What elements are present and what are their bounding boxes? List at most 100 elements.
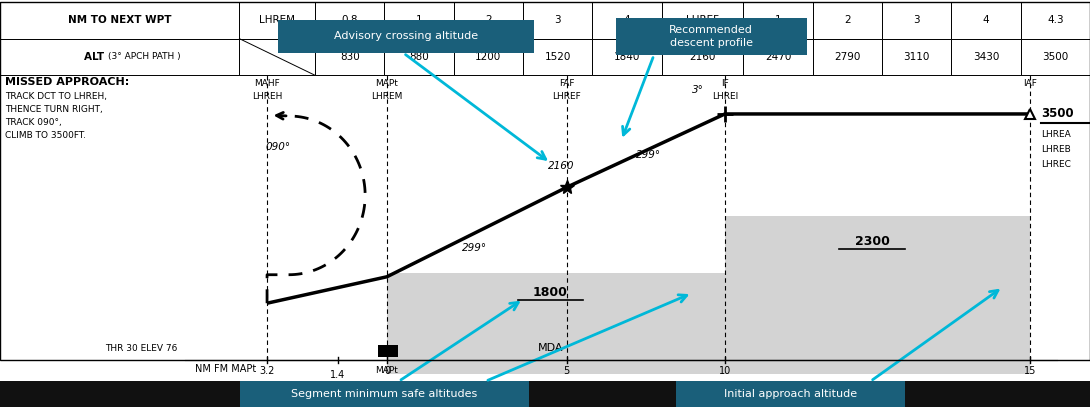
Text: TRACK 090°,: TRACK 090°, — [5, 118, 62, 127]
Text: MDA: MDA — [537, 343, 564, 353]
Text: 3: 3 — [913, 15, 920, 25]
Text: 15: 15 — [1024, 366, 1037, 376]
Text: 4: 4 — [983, 15, 990, 25]
Text: LHREA: LHREA — [1041, 130, 1070, 139]
Bar — [385, 39, 453, 75]
Text: Segment minimum safe altitudes: Segment minimum safe altitudes — [291, 389, 477, 399]
Bar — [0, 381, 1090, 407]
Text: 3430: 3430 — [973, 52, 1000, 62]
Text: Advisory crossing altitude: Advisory crossing altitude — [334, 31, 479, 41]
Text: 1: 1 — [415, 15, 422, 25]
Bar — [813, 2, 882, 39]
Bar — [743, 39, 813, 75]
Text: LHREF: LHREF — [553, 92, 581, 101]
Bar — [0, 2, 240, 39]
Text: IF: IF — [720, 79, 729, 88]
Text: MAPt: MAPt — [376, 79, 398, 88]
Bar — [882, 2, 952, 39]
FancyBboxPatch shape — [240, 381, 529, 407]
Text: 1.4: 1.4 — [330, 370, 346, 381]
Bar — [592, 39, 662, 75]
Text: THENCE TURN RIGHT,: THENCE TURN RIGHT, — [5, 105, 104, 114]
Text: CLIMB TO 3500FT.: CLIMB TO 3500FT. — [5, 131, 86, 140]
FancyBboxPatch shape — [278, 20, 534, 53]
Text: IAF: IAF — [1024, 79, 1037, 88]
Text: 1800: 1800 — [533, 286, 568, 299]
Bar — [1020, 2, 1090, 39]
Text: 3.2: 3.2 — [259, 366, 275, 376]
Bar — [743, 2, 813, 39]
Bar — [315, 39, 385, 75]
Text: 1200: 1200 — [475, 52, 501, 62]
Bar — [952, 39, 1020, 75]
Text: 2160: 2160 — [548, 161, 574, 171]
Text: TRACK DCT TO LHREH,: TRACK DCT TO LHREH, — [5, 92, 108, 101]
Bar — [0, 2, 1090, 360]
Text: 299°: 299° — [461, 243, 487, 253]
Text: 0: 0 — [384, 366, 390, 376]
Text: ALT: ALT — [84, 52, 108, 62]
Text: 3110: 3110 — [904, 52, 930, 62]
Text: 299°: 299° — [635, 150, 662, 160]
Text: 1840: 1840 — [614, 52, 640, 62]
Text: 2160: 2160 — [689, 52, 716, 62]
Text: NM FM MAPt: NM FM MAPt — [195, 364, 256, 374]
Bar — [952, 2, 1020, 39]
Text: Recommended
descent profile: Recommended descent profile — [669, 25, 753, 48]
Text: LHREM: LHREM — [259, 15, 295, 25]
Bar — [240, 39, 315, 75]
Text: 4.3: 4.3 — [1047, 15, 1064, 25]
Bar — [662, 2, 743, 39]
Text: 090°: 090° — [265, 142, 291, 151]
Text: MAPt: MAPt — [376, 366, 398, 375]
Text: Initial approach altitude: Initial approach altitude — [724, 389, 857, 399]
Text: LHREI: LHREI — [712, 92, 738, 101]
Bar — [592, 2, 662, 39]
Text: LHREM: LHREM — [372, 92, 402, 101]
Bar — [882, 39, 952, 75]
Text: 830: 830 — [340, 52, 360, 62]
Bar — [378, 345, 398, 357]
Text: 3: 3 — [555, 15, 561, 25]
Text: (3° APCH PATH ): (3° APCH PATH ) — [108, 53, 180, 61]
Text: 2790: 2790 — [834, 52, 861, 62]
Bar — [662, 39, 743, 75]
Bar — [523, 39, 592, 75]
Text: MISSED APPROACH:: MISSED APPROACH: — [5, 77, 130, 88]
Text: 4: 4 — [623, 15, 630, 25]
Text: 2300: 2300 — [855, 235, 889, 248]
Bar — [0, 39, 240, 75]
Bar — [453, 2, 523, 39]
Bar — [523, 2, 592, 39]
Text: LHREB: LHREB — [1041, 145, 1070, 154]
Bar — [240, 2, 315, 39]
Text: 3500: 3500 — [1041, 107, 1074, 120]
Text: 2: 2 — [844, 15, 850, 25]
FancyBboxPatch shape — [676, 381, 905, 407]
Text: 2470: 2470 — [765, 52, 791, 62]
Text: 3°: 3° — [692, 85, 703, 94]
Text: 880: 880 — [409, 52, 428, 62]
Text: 5: 5 — [564, 366, 570, 376]
Text: LHREF: LHREF — [686, 15, 719, 25]
Bar — [387, 273, 725, 374]
Text: LHREH: LHREH — [252, 92, 282, 101]
Bar — [385, 2, 453, 39]
Text: 1: 1 — [775, 15, 782, 25]
Text: NM TO NEXT WPT: NM TO NEXT WPT — [68, 15, 171, 25]
Text: THR 30 ELEV 76: THR 30 ELEV 76 — [106, 344, 178, 353]
Text: FAF: FAF — [559, 79, 574, 88]
Bar — [315, 2, 385, 39]
Bar — [813, 39, 882, 75]
Bar — [453, 39, 523, 75]
Text: 3500: 3500 — [1042, 52, 1068, 62]
FancyBboxPatch shape — [616, 18, 807, 55]
Bar — [725, 216, 1030, 374]
Text: 0.8: 0.8 — [341, 15, 358, 25]
Text: 1520: 1520 — [544, 52, 571, 62]
Text: MAHF: MAHF — [254, 79, 280, 88]
Text: LHREC: LHREC — [1041, 160, 1070, 169]
Text: 10: 10 — [718, 366, 731, 376]
Bar — [1020, 39, 1090, 75]
Text: 2: 2 — [485, 15, 492, 25]
